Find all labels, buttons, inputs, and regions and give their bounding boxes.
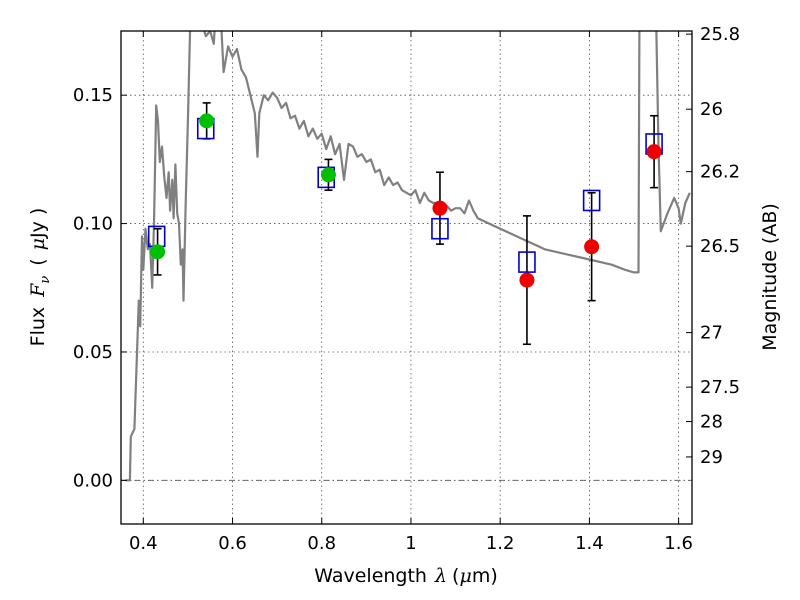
x-tick-label: 0.8 <box>307 533 336 554</box>
y-axis-title-left-unit-open: ( <box>27 258 49 265</box>
y-tick-label-left: 0.05 <box>73 342 113 363</box>
observed-point-optical <box>320 167 336 183</box>
y-tick-label-right: 26.2 <box>700 162 740 183</box>
observed-point-nir <box>584 239 600 255</box>
x-axis-title-text: Wavelength <box>314 565 427 587</box>
observed-point-nir <box>646 144 662 160</box>
observed-point-optical <box>150 244 166 260</box>
observed-point-nir <box>519 272 535 288</box>
y-tick-label-right: 28 <box>700 412 723 433</box>
y-tick-label-right: 25.8 <box>700 24 740 45</box>
x-axis-title: Wavelength λ (μm) <box>314 565 497 587</box>
observed-point-nir <box>432 200 448 216</box>
observed-point-optical <box>199 113 215 129</box>
y-tick-label-right: 26 <box>700 99 723 120</box>
x-tick-label: 1.4 <box>575 533 604 554</box>
model-spectrum-line <box>125 31 691 482</box>
y-axis-title-left-symbol: F <box>27 283 49 298</box>
model-spectrum <box>125 31 691 482</box>
x-tick-label: 1 <box>405 533 416 554</box>
axis-ticks: 0.4 0.6 0.8 1 1.2 1.4 1.6 0.00 0.05 0.10 0.15 25.8 2… <box>73 24 740 554</box>
y-axis-title-left-unit-mu: μ <box>27 238 49 250</box>
y-axis-title-right: Magnitude (AB) <box>759 203 781 351</box>
x-tick-label: 0.6 <box>218 533 247 554</box>
y-tick-label-right: 26.5 <box>700 236 740 257</box>
model-point <box>518 251 536 273</box>
y-tick-label-right: 27 <box>700 323 723 344</box>
model-point <box>582 189 601 212</box>
x-axis-title-unit-mu: μ <box>459 565 471 587</box>
grid <box>121 31 692 524</box>
plot-frame <box>120 30 693 525</box>
x-tick-label: 1.6 <box>664 533 693 554</box>
y-tick-label-left: 0.15 <box>73 85 113 106</box>
x-axis-title-unit-rest: m) <box>472 565 498 587</box>
y-tick-label-right: 27.5 <box>700 377 740 398</box>
y-tick-label-left: 0.10 <box>73 214 113 235</box>
y-tick-label-left: 0.00 <box>73 470 113 491</box>
y-axis-title-left-text: Flux <box>27 307 49 347</box>
y-axis-title-left-unit-rest: Jy ) <box>27 208 49 239</box>
model-point <box>431 217 449 240</box>
x-tick-label: 0.4 <box>129 533 158 554</box>
y-axis-title-left-sub: ν <box>38 276 53 284</box>
y-tick-label-right: 29 <box>700 447 723 468</box>
y-axis-title-left: Flux Fν ( μJy ) <box>27 208 53 347</box>
observed-photometry <box>150 113 662 288</box>
x-axis-title-unit-open: ( <box>452 565 459 587</box>
x-axis-title-symbol: λ <box>434 565 447 587</box>
x-tick-label: 1.2 <box>486 533 515 554</box>
